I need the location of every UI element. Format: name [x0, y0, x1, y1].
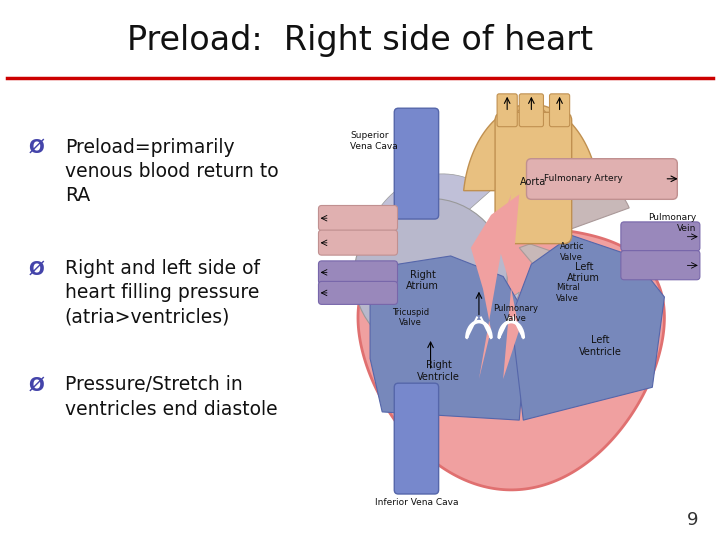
Ellipse shape	[354, 199, 507, 354]
Text: Mitral
Valve: Mitral Valve	[556, 283, 580, 302]
FancyBboxPatch shape	[318, 281, 397, 305]
Text: Pulmonary
Vein: Pulmonary Vein	[649, 213, 697, 233]
FancyBboxPatch shape	[519, 94, 544, 127]
FancyBboxPatch shape	[621, 222, 700, 251]
FancyBboxPatch shape	[395, 108, 438, 219]
FancyBboxPatch shape	[497, 94, 517, 127]
Text: Ø: Ø	[29, 259, 45, 278]
FancyBboxPatch shape	[526, 159, 678, 199]
Text: Pulmonary
Valve: Pulmonary Valve	[492, 303, 538, 323]
FancyBboxPatch shape	[495, 112, 572, 244]
Polygon shape	[511, 235, 665, 420]
Text: Aorta: Aorta	[521, 177, 546, 187]
Text: Right
Ventricle: Right Ventricle	[417, 360, 460, 382]
FancyBboxPatch shape	[318, 206, 397, 231]
Text: Left
Atrium: Left Atrium	[567, 261, 600, 283]
Text: Right and left side of
heart filling pressure
(atria>ventricles): Right and left side of heart filling pre…	[65, 259, 260, 327]
Text: Aortic
Valve: Aortic Valve	[559, 242, 584, 261]
Text: Tricuspid
Valve: Tricuspid Valve	[392, 308, 429, 327]
Polygon shape	[464, 104, 599, 191]
Text: Pressure/Stretch in
ventricles end diastole: Pressure/Stretch in ventricles end diast…	[65, 375, 277, 418]
FancyBboxPatch shape	[318, 261, 397, 284]
Text: Preload=primarily
venous blood return to
RA: Preload=primarily venous blood return to…	[65, 138, 279, 205]
FancyBboxPatch shape	[621, 251, 700, 280]
Text: Ø: Ø	[29, 138, 45, 157]
Text: 9: 9	[687, 511, 698, 529]
Polygon shape	[358, 227, 665, 490]
Text: Preload:  Right side of heart: Preload: Right side of heart	[127, 24, 593, 57]
Text: Right
Atrium: Right Atrium	[406, 270, 439, 292]
Polygon shape	[362, 174, 519, 359]
Polygon shape	[471, 194, 519, 379]
FancyBboxPatch shape	[318, 230, 397, 255]
Text: Superior
Vena Cava: Superior Vena Cava	[350, 131, 397, 151]
Polygon shape	[511, 174, 629, 276]
Text: Inferior Vena Cava: Inferior Vena Cava	[374, 498, 458, 507]
Text: Left
Ventricle: Left Ventricle	[578, 335, 621, 357]
Text: Ø: Ø	[29, 375, 45, 394]
Polygon shape	[370, 256, 527, 420]
FancyBboxPatch shape	[395, 383, 438, 494]
Text: Fulmonary Artery: Fulmonary Artery	[544, 174, 623, 183]
FancyBboxPatch shape	[549, 94, 570, 127]
